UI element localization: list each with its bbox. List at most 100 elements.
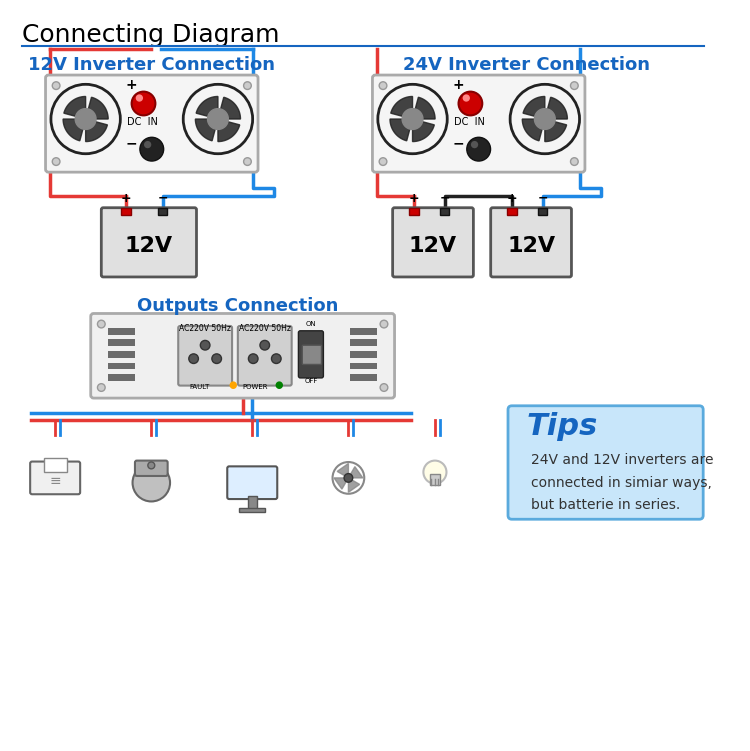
Text: Outputs Connection: Outputs Connection bbox=[137, 297, 338, 315]
Text: +: + bbox=[125, 78, 137, 92]
FancyBboxPatch shape bbox=[91, 313, 394, 398]
Text: ON: ON bbox=[305, 321, 316, 327]
Text: Connecting Diagram: Connecting Diagram bbox=[22, 23, 279, 47]
Text: ≡: ≡ bbox=[50, 474, 61, 488]
FancyBboxPatch shape bbox=[298, 330, 323, 378]
Text: FAULT: FAULT bbox=[190, 385, 210, 391]
Bar bbox=[239, 508, 266, 511]
Text: POWER: POWER bbox=[243, 385, 268, 391]
Bar bbox=[122, 208, 130, 216]
FancyBboxPatch shape bbox=[30, 462, 80, 494]
Text: 12V: 12V bbox=[507, 236, 555, 255]
Polygon shape bbox=[413, 97, 435, 119]
Circle shape bbox=[535, 109, 555, 129]
Circle shape bbox=[458, 92, 482, 116]
Circle shape bbox=[244, 158, 251, 165]
FancyBboxPatch shape bbox=[490, 208, 572, 277]
Text: Tips: Tips bbox=[526, 412, 598, 442]
Text: OFF: OFF bbox=[304, 378, 317, 384]
Bar bbox=[108, 363, 135, 369]
Polygon shape bbox=[218, 119, 240, 142]
Polygon shape bbox=[349, 478, 360, 493]
Circle shape bbox=[244, 82, 251, 89]
Circle shape bbox=[144, 141, 152, 148]
Polygon shape bbox=[63, 119, 86, 141]
Circle shape bbox=[189, 354, 199, 363]
Polygon shape bbox=[338, 463, 349, 478]
Circle shape bbox=[571, 158, 578, 165]
Text: −: − bbox=[452, 137, 464, 151]
Text: AC220V 50Hz: AC220V 50Hz bbox=[238, 324, 291, 333]
Circle shape bbox=[148, 462, 154, 469]
FancyBboxPatch shape bbox=[227, 466, 278, 499]
Text: ●: ● bbox=[274, 381, 283, 391]
Bar bbox=[350, 328, 377, 335]
Circle shape bbox=[260, 340, 269, 350]
Polygon shape bbox=[86, 97, 108, 119]
FancyBboxPatch shape bbox=[373, 75, 585, 172]
FancyBboxPatch shape bbox=[101, 208, 196, 277]
Text: 24V Inverter Connection: 24V Inverter Connection bbox=[403, 56, 650, 74]
FancyBboxPatch shape bbox=[46, 75, 258, 172]
Text: 12V: 12V bbox=[409, 236, 457, 255]
Polygon shape bbox=[334, 478, 349, 489]
Circle shape bbox=[136, 95, 143, 101]
Circle shape bbox=[98, 320, 105, 328]
Circle shape bbox=[571, 82, 578, 89]
Circle shape bbox=[466, 137, 490, 161]
Circle shape bbox=[200, 340, 210, 350]
Polygon shape bbox=[523, 96, 544, 119]
Polygon shape bbox=[218, 97, 241, 119]
Bar bbox=[430, 474, 440, 485]
Polygon shape bbox=[195, 119, 218, 141]
Text: +: + bbox=[506, 192, 518, 205]
Polygon shape bbox=[544, 97, 568, 119]
Polygon shape bbox=[413, 119, 434, 142]
Circle shape bbox=[53, 82, 60, 89]
Text: DC  IN: DC IN bbox=[127, 116, 158, 127]
Circle shape bbox=[272, 354, 281, 363]
Polygon shape bbox=[522, 119, 544, 141]
Circle shape bbox=[132, 92, 155, 116]
Text: −: − bbox=[158, 192, 168, 205]
Bar bbox=[350, 374, 377, 381]
Circle shape bbox=[380, 320, 388, 328]
Circle shape bbox=[53, 158, 60, 165]
Polygon shape bbox=[391, 96, 412, 119]
Circle shape bbox=[140, 137, 164, 161]
Polygon shape bbox=[390, 119, 412, 141]
FancyBboxPatch shape bbox=[178, 326, 232, 385]
Circle shape bbox=[344, 474, 352, 482]
Text: ●: ● bbox=[228, 381, 237, 391]
Text: 12V: 12V bbox=[124, 236, 173, 255]
Bar bbox=[108, 374, 135, 381]
Text: +: + bbox=[121, 192, 131, 205]
FancyBboxPatch shape bbox=[135, 460, 168, 476]
Text: 12V Inverter Connection: 12V Inverter Connection bbox=[28, 56, 274, 74]
Polygon shape bbox=[86, 119, 107, 142]
Bar bbox=[158, 208, 167, 216]
Circle shape bbox=[402, 109, 423, 129]
Text: −: − bbox=[537, 192, 548, 205]
Circle shape bbox=[248, 354, 258, 363]
Bar bbox=[108, 339, 135, 346]
Text: −: − bbox=[440, 192, 450, 205]
Bar bbox=[507, 208, 517, 216]
Text: +: + bbox=[409, 192, 419, 205]
Bar bbox=[440, 208, 449, 216]
Text: +: + bbox=[452, 78, 464, 92]
Text: −: − bbox=[125, 137, 137, 151]
Circle shape bbox=[75, 109, 96, 129]
Bar bbox=[350, 339, 377, 346]
Bar bbox=[538, 208, 548, 216]
Circle shape bbox=[211, 354, 221, 363]
Circle shape bbox=[463, 95, 470, 101]
Polygon shape bbox=[544, 119, 566, 142]
FancyBboxPatch shape bbox=[302, 345, 322, 364]
Bar bbox=[248, 496, 256, 508]
Circle shape bbox=[471, 141, 478, 148]
Bar bbox=[409, 208, 419, 216]
Circle shape bbox=[424, 460, 446, 484]
Polygon shape bbox=[196, 96, 218, 119]
Bar bbox=[108, 351, 135, 357]
